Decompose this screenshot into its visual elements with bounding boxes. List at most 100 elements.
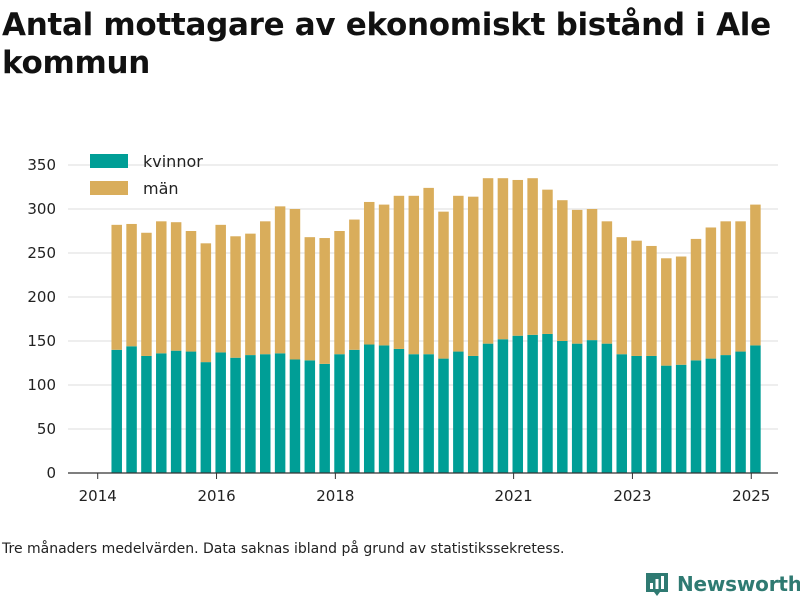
newsworthy-chart-icon (646, 573, 668, 596)
legend-label: kvinnor (143, 152, 203, 171)
bar-man (349, 219, 360, 350)
bar-man (616, 237, 627, 355)
bar-man (497, 178, 509, 340)
x-tick-label: 2014 (79, 487, 117, 505)
bar-kvinnor (735, 351, 746, 473)
y-tick-label: 300 (27, 200, 56, 218)
y-tick-label: 100 (27, 376, 56, 394)
bar-kvinnor (334, 354, 345, 473)
bar-man (631, 240, 642, 356)
bar-kvinnor (527, 334, 538, 473)
bar-kvinnor (141, 355, 152, 473)
brand-logo: Newsworthy (644, 568, 800, 600)
bar-man (185, 231, 197, 352)
x-tick-label: 2021 (495, 487, 533, 505)
bar-man (482, 178, 494, 344)
bar-man (156, 221, 167, 354)
bar-kvinnor (156, 353, 167, 473)
bar-kvinnor (586, 340, 598, 473)
bar-man (363, 201, 375, 345)
bar-kvinnor (453, 351, 464, 473)
bar-man (408, 195, 420, 355)
bar-kvinnor (542, 333, 553, 473)
bar-kvinnor (631, 355, 642, 473)
bar-kvinnor (646, 355, 657, 473)
bar-man (571, 209, 583, 344)
bar-man (586, 209, 598, 341)
bar-man (200, 243, 212, 363)
bar-man (170, 222, 182, 351)
bar-kvinnor (661, 365, 672, 473)
legend: kvinnor män (90, 152, 203, 198)
bar-kvinnor (126, 346, 137, 473)
legend-label: män (143, 179, 179, 198)
y-tick-label: 150 (27, 332, 56, 350)
bar-man (126, 223, 137, 347)
bar-kvinnor (260, 354, 271, 473)
bar-kvinnor (393, 348, 405, 473)
bar-man (111, 224, 122, 350)
x-tick-label: 2016 (197, 487, 235, 505)
bar-kvinnor (690, 360, 702, 473)
brand-name: Newsworthy (677, 572, 800, 596)
legend-swatch (90, 181, 128, 195)
y-tick-label: 350 (27, 156, 56, 174)
y-tick-label: 200 (27, 288, 56, 306)
bar-man (230, 236, 241, 358)
bar-kvinnor (363, 344, 375, 473)
bar-kvinnor (319, 363, 330, 473)
bar-man (393, 195, 405, 349)
bar-kvinnor (705, 358, 717, 473)
bar-man (661, 258, 672, 366)
bar-man (319, 238, 330, 364)
bar-kvinnor (170, 350, 182, 473)
bar-man (423, 187, 434, 355)
bar-man (141, 232, 152, 356)
bar-kvinnor (512, 335, 524, 473)
bar-kvinnor (438, 358, 449, 473)
x-tick-label: 2023 (613, 487, 651, 505)
bars (111, 178, 761, 473)
bar-man (720, 221, 731, 356)
bar-kvinnor (497, 339, 509, 473)
x-tick-label: 2025 (732, 487, 770, 505)
bar-kvinnor (304, 360, 316, 473)
bar-man (512, 179, 524, 336)
bar-man (690, 238, 702, 361)
bar-man (542, 189, 553, 334)
bar-kvinnor (601, 343, 613, 473)
bar-kvinnor (378, 345, 390, 473)
bar-man (334, 231, 345, 355)
footnote: Tre månaders medelvärden. Data saknas ib… (2, 541, 565, 557)
y-tick-label: 50 (37, 420, 56, 438)
bar-kvinnor (349, 349, 360, 473)
bar-man (675, 256, 687, 365)
chart-title: Antal mottagare av ekonomiskt bistånd i … (2, 7, 771, 81)
y-tick-label: 250 (27, 244, 56, 262)
bar-kvinnor (423, 354, 434, 473)
bar-kvinnor (245, 355, 256, 473)
bar-kvinnor (274, 353, 286, 473)
x-tick-label: 2018 (316, 487, 354, 505)
bar-man (274, 206, 286, 354)
bar-man (245, 233, 256, 356)
legend-swatch (90, 154, 128, 168)
bar-man (750, 204, 761, 346)
bar-man (260, 221, 271, 355)
bar-kvinnor (616, 354, 627, 473)
bar-man (289, 209, 301, 360)
bar-man (438, 211, 449, 359)
bar-kvinnor (185, 351, 197, 473)
bar-man (378, 204, 390, 346)
bar-kvinnor (408, 354, 420, 473)
bar-kvinnor (200, 362, 212, 473)
bar-man (557, 200, 568, 341)
bar-kvinnor (720, 355, 731, 473)
bar-man (215, 224, 226, 353)
bar-kvinnor (750, 345, 761, 473)
bar-man (527, 178, 538, 335)
bar-kvinnor (289, 359, 301, 473)
bar-man (304, 237, 316, 361)
bar-kvinnor (215, 352, 226, 473)
axes: 0 50 100 150 200 250 300 350 2014 2016 2018 2021 202… (27, 156, 778, 505)
